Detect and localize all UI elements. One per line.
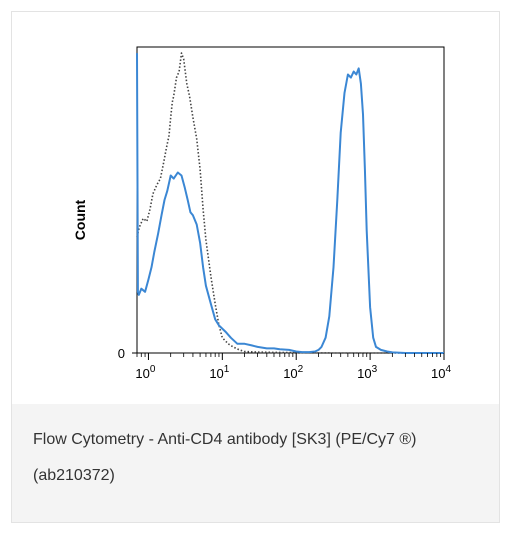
control-histogram-line	[136, 52, 444, 354]
stained-histogram-line	[136, 53, 444, 354]
y-tick-label-0: 0	[118, 346, 125, 361]
figure-card: 100 101 102 103 104 Count 0 Flow Cytometry -…	[11, 11, 500, 523]
x-tick-label-2: 102	[283, 364, 303, 381]
x-tick-label-3: 103	[357, 364, 377, 381]
figure-caption: Flow Cytometry - Anti-CD4 antibody [SK3]…	[33, 431, 417, 484]
flow-cytometry-histogram: 100 101 102 103 104 Count 0	[72, 46, 451, 381]
plot-frame	[136, 46, 445, 354]
x-tick-label-0: 100	[135, 364, 155, 381]
x-tick-label-4: 104	[431, 364, 451, 381]
caption-area: Flow Cytometry - Anti-CD4 antibody [SK3]…	[12, 404, 499, 522]
y-axis-label: Count	[72, 199, 88, 240]
x-tick-label-1: 101	[209, 364, 229, 381]
figure-image: 100 101 102 103 104 Count 0	[12, 12, 499, 404]
